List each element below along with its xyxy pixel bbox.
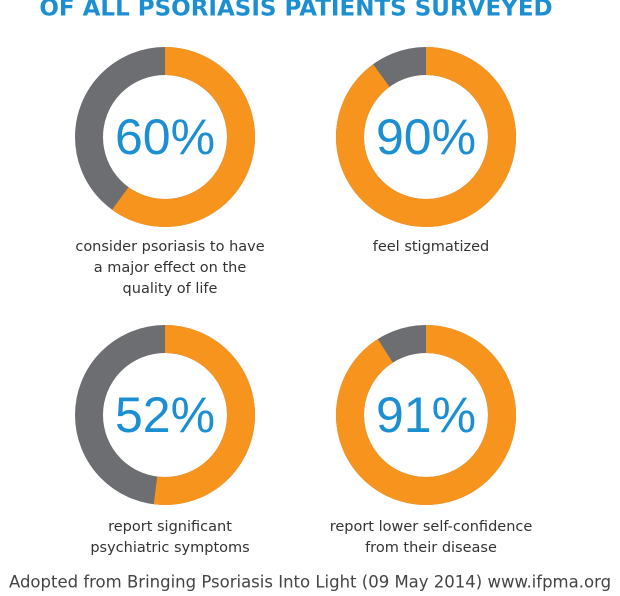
donut-arc <box>336 325 516 505</box>
donut-arc <box>153 325 255 505</box>
donut-value-label: 91% <box>376 387 476 443</box>
donut-caption: report lower self-confidence <box>330 519 533 535</box>
donut-arc <box>336 47 516 227</box>
source: Adopted from Bringing Psoriasis Into Lig… <box>9 573 611 592</box>
donut-caption: quality of life <box>123 281 218 297</box>
donut-caption: feel stigmatized <box>373 239 490 255</box>
donut-caption: psychiatric symptoms <box>90 540 249 556</box>
donut-value-label: 52% <box>115 387 215 443</box>
donut-caption: a major effect on the <box>94 260 247 276</box>
donut-value-label: 60% <box>115 109 215 165</box>
title: OF ALL PSORIASIS PATIENTS SURVEYED <box>39 0 552 22</box>
donut-arc <box>112 47 255 227</box>
donut-caption: consider psoriasis to have <box>75 239 264 255</box>
donut-caption: from their disease <box>365 540 497 556</box>
donut-caption: report significant <box>108 519 232 535</box>
donut-value-label: 90% <box>376 109 476 165</box>
